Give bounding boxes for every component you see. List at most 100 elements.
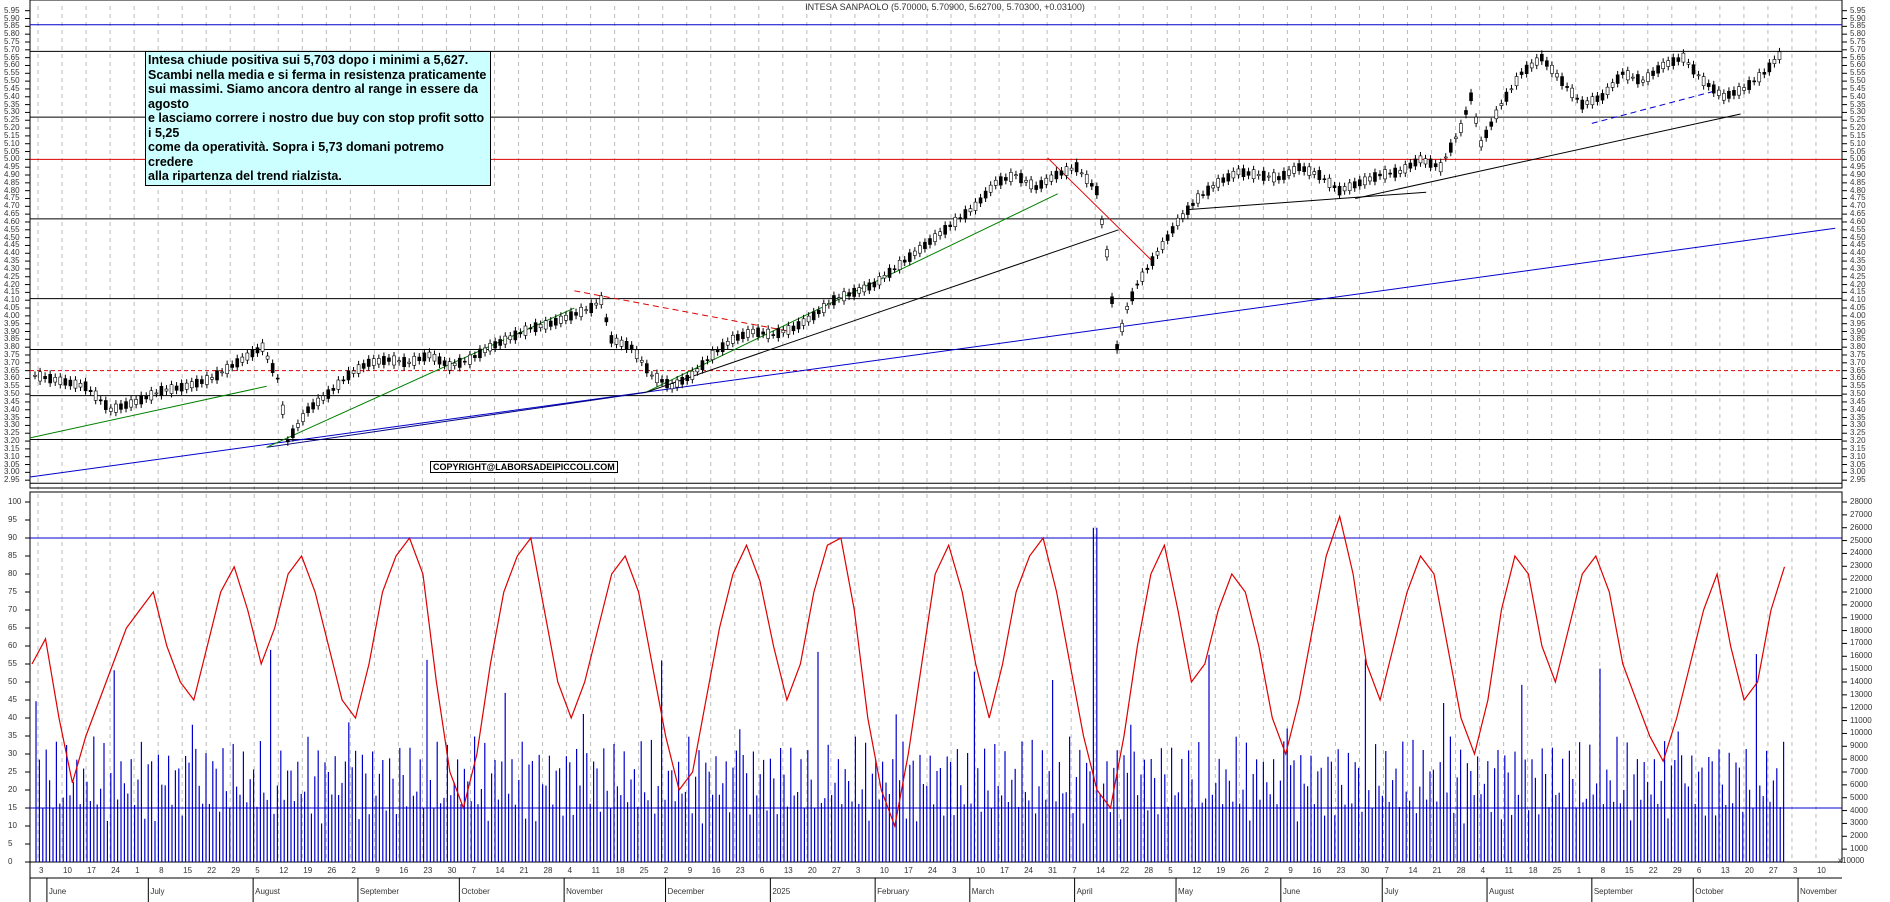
axis-tick-label: 4.85 xyxy=(4,177,20,187)
axis-tick-label: 4.05 xyxy=(1850,303,1866,313)
day-tick-label: 28 xyxy=(1456,866,1466,875)
day-tick-label: 22 xyxy=(207,866,217,875)
month-label: April xyxy=(1076,887,1093,896)
axis-tick-label: 3.35 xyxy=(4,412,20,422)
month-label: March xyxy=(971,887,995,896)
axis-tick-label: 3.20 xyxy=(1850,436,1866,446)
axis-tick-label: 100 xyxy=(8,497,22,506)
axis-tick-label: 4.50 xyxy=(1850,232,1866,242)
axis-tick-label: 0 xyxy=(8,857,13,866)
day-tick-label: 16 xyxy=(399,866,409,875)
day-tick-label: 23 xyxy=(735,866,745,875)
axis-tick-label: 4.60 xyxy=(4,216,20,226)
axis-tick-label: 5.55 xyxy=(4,68,20,78)
day-tick-label: 11 xyxy=(591,866,600,875)
axis-tick-label: 4.30 xyxy=(1850,263,1866,273)
axis-tick-label: 4.35 xyxy=(4,256,20,266)
axis-tick-label: 13000 xyxy=(1850,689,1873,699)
axis-tick-label: 3.90 xyxy=(4,326,20,336)
axis-tick-label: 3.45 xyxy=(1850,396,1866,406)
axis-tick-label: 3.90 xyxy=(1850,326,1866,336)
day-tick-label: 7 xyxy=(1072,866,1077,875)
day-tick-label: 2 xyxy=(1264,866,1269,875)
axis-tick-label: 3.85 xyxy=(1850,334,1866,344)
day-tick-label: 2 xyxy=(663,866,669,875)
day-tick-label: 4 xyxy=(567,866,573,875)
axis-tick-label: 5.55 xyxy=(1850,68,1866,78)
axis-tick-label: 4.55 xyxy=(1850,224,1866,234)
axis-tick-label: 5.45 xyxy=(4,83,20,93)
axis-tick-label: 3.60 xyxy=(1850,373,1866,383)
month-label: October xyxy=(1695,887,1724,896)
day-tick-label: 29 xyxy=(231,866,241,875)
axis-tick-label: 12000 xyxy=(1850,702,1873,712)
axis-tick-label: 3.15 xyxy=(4,443,20,453)
day-tick-label: 14 xyxy=(1096,866,1106,875)
axis-tick-label: 20000 xyxy=(1850,599,1873,609)
axis-tick-label: 5.90 xyxy=(1850,13,1866,23)
axis-tick-label: 27000 xyxy=(1850,509,1873,519)
day-tick-label: 30 xyxy=(1360,866,1370,875)
month-label: September xyxy=(1593,887,1633,896)
axis-tick-label: 5.10 xyxy=(4,138,20,148)
day-tick-label: 3 xyxy=(952,866,957,875)
axis-tick-label: 5.85 xyxy=(4,21,20,31)
day-tick-label: 21 xyxy=(1432,866,1442,875)
axis-tick-label: 5.90 xyxy=(4,13,20,23)
axis-tick-label: 11000 xyxy=(1850,715,1872,725)
day-tick-label: 14 xyxy=(495,866,505,875)
day-tick-label: 26 xyxy=(1240,866,1250,875)
month-label: November xyxy=(566,887,604,896)
day-tick-label: 18 xyxy=(615,866,625,875)
axis-tick-label: 3.20 xyxy=(4,436,20,446)
axis-tick-label: 4.25 xyxy=(4,271,20,281)
axis-tick-label: 4.60 xyxy=(1850,216,1866,226)
day-tick-label: 20 xyxy=(807,866,817,875)
axis-tick-label: 3.55 xyxy=(1850,381,1866,391)
axis-tick-label: 3.95 xyxy=(1850,318,1866,328)
day-tick-label: 9 xyxy=(687,866,693,875)
month-label: November xyxy=(1800,887,1837,896)
day-tick-label: 14 xyxy=(1408,866,1418,875)
day-tick-label: 24 xyxy=(111,866,120,875)
day-tick-label: 10 xyxy=(879,866,889,875)
axis-tick-label: 3.35 xyxy=(1850,412,1866,422)
axis-tick-label: 4.00 xyxy=(4,310,20,320)
axis-tick-label: 95 xyxy=(8,515,17,524)
axis-tick-label: 4.15 xyxy=(1850,287,1866,297)
axis-tick-label: 4.20 xyxy=(4,279,20,289)
day-tick-label: 4 xyxy=(1480,866,1486,875)
axis-tick-label: 3.40 xyxy=(4,404,20,414)
axis-tick-label: 4.90 xyxy=(4,170,20,179)
axis-tick-label: 5.30 xyxy=(4,107,20,117)
day-tick-label: 17 xyxy=(1000,866,1009,875)
month-label: August xyxy=(255,887,281,896)
axis-tick-label: 3.75 xyxy=(4,349,20,359)
axis-tick-label: 90 xyxy=(8,533,17,542)
axis-tick-label: 3.85 xyxy=(4,334,20,344)
axis-tick-label: 28000 xyxy=(1850,497,1873,506)
day-tick-label: 23 xyxy=(1336,866,1346,875)
day-tick-label: 18 xyxy=(1528,866,1538,875)
month-label: October xyxy=(461,887,490,896)
axis-tick-label: 7000 xyxy=(1850,767,1868,776)
axis-tick-label: 10000 xyxy=(1850,728,1873,738)
axis-tick-label: 5.70 xyxy=(4,44,20,54)
day-tick-label: 21 xyxy=(519,866,529,875)
axis-tick-label: 6000 xyxy=(1850,779,1868,789)
axis-tick-label: 45 xyxy=(8,695,17,704)
axis-tick-label: 4.10 xyxy=(4,295,20,305)
axis-tick-label: 70 xyxy=(8,605,17,614)
axis-tick-label: 15000 xyxy=(1850,664,1873,674)
axis-tick-label: 4000 xyxy=(1850,805,1868,815)
axis-tick-label: 4.70 xyxy=(4,201,20,211)
month-label: July xyxy=(150,887,165,896)
axis-tick-label: 3.00 xyxy=(4,467,20,477)
axis-tick-label: 5.35 xyxy=(4,99,20,109)
axis-tick-label: 4.35 xyxy=(1850,256,1866,266)
day-tick-label: 15 xyxy=(1624,866,1634,875)
axis-tick-label: 3000 xyxy=(1850,818,1868,828)
day-tick-label: 19 xyxy=(1216,866,1226,875)
day-tick-label: 10 xyxy=(63,866,72,875)
day-tick-label: 5 xyxy=(255,866,260,875)
